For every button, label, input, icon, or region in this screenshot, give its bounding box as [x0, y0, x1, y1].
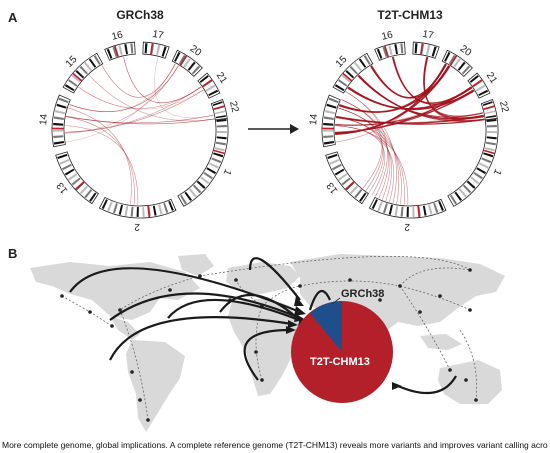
population-point [254, 350, 258, 354]
population-points [60, 268, 478, 422]
circos-link [65, 89, 204, 133]
chromosome-label-2: 2 [404, 221, 410, 232]
pie-label-t2t: T2T-CHM13 [310, 356, 370, 368]
population-point [468, 268, 472, 272]
circos-link [341, 99, 383, 189]
circos-link [69, 63, 176, 112]
chromosome-label-14: 14 [38, 113, 50, 126]
population-point [60, 294, 64, 298]
population-point [234, 278, 238, 282]
chromosome-label-16: 16 [111, 29, 125, 42]
population-point [110, 324, 114, 328]
chromosome-segment-1 [177, 116, 229, 207]
chromosome-label-1: 1 [491, 167, 504, 177]
chromosome-label-17: 17 [152, 29, 165, 42]
pie-label-grch38: GRCh38 [341, 288, 385, 300]
circos-link [335, 116, 485, 125]
grch38-leader-line [331, 297, 341, 305]
population-point [146, 418, 150, 422]
sampling-arrows [69, 257, 457, 395]
chromosome-label-2: 2 [134, 221, 140, 232]
circos-link [347, 87, 473, 110]
panel-a-arrow [248, 124, 299, 134]
chromosome-label-17: 17 [422, 29, 435, 42]
circos-link [65, 125, 139, 205]
population-point [448, 368, 452, 372]
chromosome-label-22: 22 [227, 100, 240, 114]
circos-link [357, 75, 484, 120]
circos-link [338, 107, 383, 191]
pie-slice-grch38 [310, 301, 342, 352]
population-point [260, 378, 264, 382]
chromosome-label-13: 13 [55, 180, 71, 196]
chromosome-segment-13 [55, 151, 99, 205]
chromosome-label-13: 13 [325, 180, 341, 196]
chromosome-segment-1 [447, 116, 499, 207]
circos-link [66, 116, 135, 205]
population-point [198, 274, 202, 278]
chromosome-label-15: 15 [334, 54, 350, 70]
circos-link [335, 90, 475, 126]
circos-link [66, 116, 215, 125]
circos-link [68, 107, 132, 205]
circos-link [370, 66, 451, 99]
circos-link [78, 86, 204, 110]
population-point [88, 310, 92, 314]
population-pie [291, 301, 393, 403]
population-point [468, 308, 472, 312]
circos-link [154, 57, 214, 119]
figure-caption: More complete genome, global implication… [2, 440, 548, 450]
chromosome-segment-13 [325, 151, 369, 205]
chromosome-label-14: 14 [308, 113, 320, 126]
chromosome-label-21: 21 [214, 70, 229, 86]
circos-link [65, 65, 179, 134]
panel-letter-b: B [8, 246, 18, 261]
chromosome-label-20: 20 [458, 43, 474, 59]
chromosome-label-16: 16 [381, 29, 395, 42]
circos-link [69, 65, 179, 112]
population-point [298, 284, 302, 288]
circos-link [335, 125, 409, 205]
population-point [464, 378, 468, 382]
population-point [348, 278, 352, 282]
population-point [438, 294, 442, 298]
population-point [418, 310, 422, 314]
circos-link [101, 63, 176, 98]
circos-link [345, 91, 388, 197]
chromosome-label-20: 20 [188, 43, 204, 59]
population-point [398, 284, 402, 288]
circos-left-title: GRCh38 [116, 8, 164, 22]
population-point [118, 308, 122, 312]
circos-link [336, 116, 384, 193]
population-point [378, 298, 382, 302]
population-point [168, 288, 172, 292]
circos-link [335, 112, 484, 124]
circos-link [123, 56, 202, 103]
population-point [130, 370, 134, 374]
world-map [30, 254, 505, 432]
circos-link [78, 86, 202, 109]
chromosome-label-21: 21 [484, 70, 499, 86]
circos-link [88, 74, 215, 122]
chromosome-label-22: 22 [497, 100, 510, 114]
population-point [474, 398, 478, 402]
chromosome-label-1: 1 [221, 167, 234, 177]
chromosome-label-15: 15 [64, 54, 80, 70]
panel-letter-a: A [8, 10, 18, 25]
population-point [138, 398, 142, 402]
circos-right-title: T2T-CHM13 [377, 8, 443, 22]
